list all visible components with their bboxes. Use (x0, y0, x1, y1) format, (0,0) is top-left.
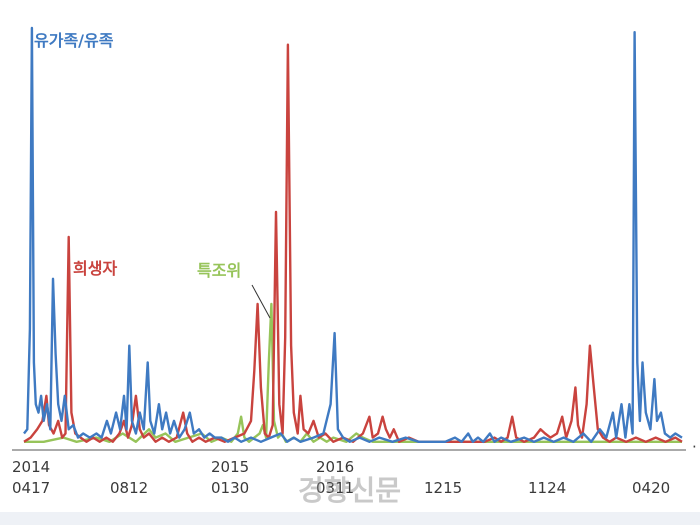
x-tick-date: 0130 (211, 479, 249, 497)
series-line-0 (23, 26, 683, 443)
line-chart: · 2014 0417 0812 2015 0130 2016 0311 1215 1124 04… (12, 26, 697, 507)
x-tick-year: 2014 (12, 458, 50, 476)
x-tick-labels: 2014 0417 0812 2015 0130 2016 0311 1215 1124 0420 (12, 458, 670, 497)
series-layer (23, 26, 683, 443)
series-line-1 (23, 43, 683, 443)
x-tick-year: 2016 (316, 458, 354, 476)
x-tick-date: 0812 (110, 479, 148, 497)
watermark: 경향신문 (298, 474, 401, 507)
x-tick-date: 1124 (528, 479, 566, 497)
special-committee-leader-line (251, 284, 271, 319)
series-label-victims: 희생자 (73, 259, 117, 278)
x-tick-date: 0311 (316, 479, 354, 497)
footer-band (0, 512, 700, 525)
axis-end-mark: · (692, 438, 697, 456)
x-tick-date: 0420 (632, 479, 670, 497)
series-label-special-committee: 특조위 (197, 261, 241, 280)
x-tick-date: 1215 (424, 479, 462, 497)
x-tick-year: 2015 (211, 458, 249, 476)
x-tick-date: 0417 (12, 479, 50, 497)
series-label-bereaved: 유가족/유족 (34, 31, 114, 50)
